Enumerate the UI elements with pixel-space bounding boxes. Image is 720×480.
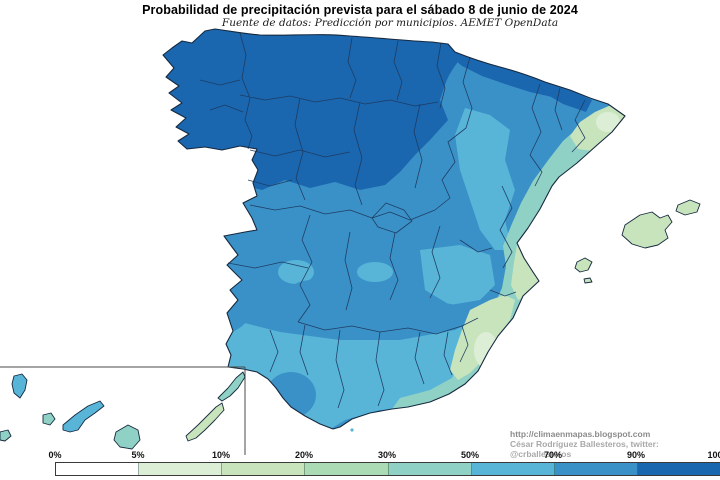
legend-cell-5-10 <box>139 463 223 475</box>
la-gomera-island <box>42 412 56 426</box>
region-cadiz-70-90 <box>266 372 316 418</box>
legend-label-90: 90% <box>626 450 646 460</box>
legend-label-20: 20% <box>294 450 314 460</box>
region-central-spot-50-70 <box>357 262 393 282</box>
legend-cell-0-5 <box>56 463 140 475</box>
peninsula-coastline <box>162 28 626 430</box>
province-borders <box>199 32 586 409</box>
legend-cell-10-20 <box>222 463 306 475</box>
region-north-90-100 <box>163 29 480 190</box>
menorca-island <box>675 199 701 216</box>
legend-cell-90-100 <box>637 463 720 475</box>
legend-cell-30-50 <box>388 463 472 475</box>
formentera-island <box>583 277 593 284</box>
legend-label-30: 30% <box>377 450 397 460</box>
peninsula-fill-layers <box>163 29 625 429</box>
region-badajoz-sw-70-90 <box>177 275 253 335</box>
attribution-author: César Rodríguez Ballesteros, twitter: @c… <box>510 439 659 459</box>
fuerteventura-island <box>185 402 225 442</box>
region-valencia-coast-10-20 <box>511 245 539 300</box>
lanzarote-island <box>217 371 246 402</box>
legend-cell-70-90 <box>554 463 638 475</box>
region-aragon-east-50-70 <box>455 108 515 250</box>
legend-cell-20-30 <box>305 463 389 475</box>
legend-label-100: 100% <box>707 450 720 460</box>
el-hierro-island <box>0 429 12 442</box>
legend-color-bar <box>55 462 720 476</box>
attribution-url: http://climaenmapas.blogspot.com <box>510 429 651 439</box>
mallorca-island <box>621 211 673 249</box>
map-title: Probabilidad de precipitación prevista p… <box>142 3 578 17</box>
strait-islet <box>350 428 354 432</box>
ibiza-island <box>574 257 593 273</box>
canary-islands-inset <box>0 366 246 455</box>
region-cap-creus-5-10 <box>596 112 620 132</box>
region-sierra-morena-east-70-90 <box>358 284 434 318</box>
gran-canaria-island <box>113 424 141 450</box>
region-sierra-morena-west-70-90 <box>290 280 334 302</box>
la-palma-island <box>11 373 28 399</box>
legend-label-50: 50% <box>460 450 480 460</box>
region-pyrenees-east-90-100 <box>545 82 592 112</box>
legend-label-70: 70% <box>543 450 563 460</box>
balearic-islands <box>574 199 701 284</box>
region-granada-70-90 <box>415 303 467 329</box>
probability-legend: 0% 5% 10% 20% 30% 50% 70% 90% 100% <box>0 448 720 480</box>
legend-cell-50-70 <box>471 463 555 475</box>
tenerife-island <box>62 400 105 433</box>
legend-label-0: 0% <box>48 450 62 460</box>
region-east-coast-30-50 <box>392 105 625 409</box>
region-extremadura-spot-50-70 <box>278 260 314 284</box>
map-subtitle: Fuente de datos: Predicción por municipi… <box>221 17 559 29</box>
attribution: http://climaenmapas.blogspot.com César R… <box>510 429 720 459</box>
legend-label-10: 10% <box>211 450 231 460</box>
legend-label-5: 5% <box>131 450 145 460</box>
region-lamancha-se-50-70 <box>420 245 495 305</box>
region-almeria-5-10 <box>474 332 498 368</box>
